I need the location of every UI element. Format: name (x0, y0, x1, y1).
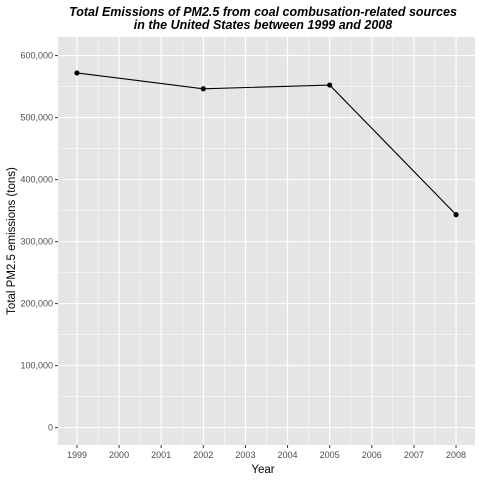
major-gridlines (58, 37, 475, 445)
data-point (200, 86, 206, 92)
x-axis-ticks: 1999 2000 2001 2002 2003 2004 2005 2006 2007 2008 (67, 445, 466, 460)
y-tick-label: 100,000 (20, 361, 53, 371)
x-tick-label: 2004 (278, 450, 298, 460)
x-tick-label: 2003 (235, 450, 255, 460)
x-tick-label: 2008 (446, 450, 466, 460)
y-axis-label: Total PM2.5 emissions (tons) (6, 167, 18, 315)
data-point (453, 212, 459, 218)
y-tick-label: 500,000 (20, 113, 53, 123)
chart-title-line-1: Total Emissions of PM2.5 from coal combu… (69, 5, 457, 19)
y-tick-label: 0 (48, 423, 53, 433)
x-tick-label: 2002 (193, 450, 213, 460)
y-tick-label: 200,000 (20, 299, 53, 309)
x-tick-label: 2005 (320, 450, 340, 460)
y-axis-ticks: 0 100,000 200,000 300,000 400,000 500,000 600,… (20, 51, 58, 433)
x-tick-label: 2007 (404, 450, 424, 460)
data-point (327, 82, 333, 88)
x-tick-label: 2006 (362, 450, 382, 460)
x-axis-label: Year (251, 464, 274, 476)
series-line (76, 72, 457, 216)
y-tick-label: 300,000 (20, 237, 53, 247)
chart-title-line-2: in the United States between 1999 and 20… (134, 18, 392, 32)
x-tick-label: 2001 (151, 450, 171, 460)
y-tick-label: 600,000 (20, 51, 53, 61)
x-tick-label: 2000 (109, 450, 129, 460)
minor-gridlines (58, 37, 475, 445)
data-point (74, 70, 80, 76)
x-tick-label: 1999 (67, 450, 87, 460)
y-tick-label: 400,000 (20, 175, 53, 185)
series-layer (74, 70, 459, 218)
